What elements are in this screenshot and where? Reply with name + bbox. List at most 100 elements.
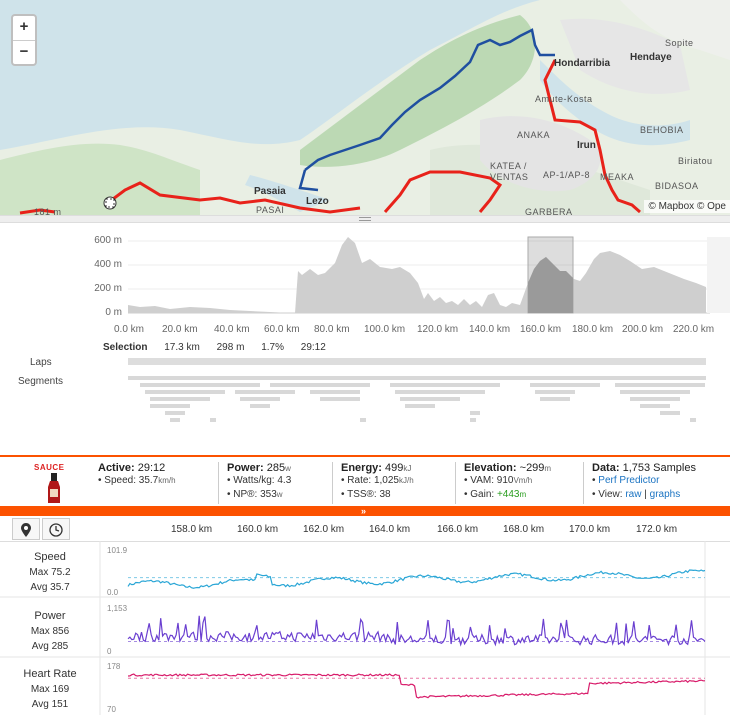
x-tick: 20.0 km (162, 324, 198, 335)
vam-label: VAM: (470, 475, 494, 486)
streams-chart[interactable] (0, 541, 730, 715)
gain-value: +443 (496, 489, 520, 500)
map-label-biriatou: Biriatou (678, 156, 713, 166)
speed-bottom-value: 0.0 (107, 588, 119, 597)
hills (300, 15, 535, 167)
map-label-anaka: ANAKA (517, 130, 551, 140)
time-tick: 170.0 km (569, 524, 611, 535)
segments-track[interactable] (0, 373, 730, 453)
x-tick: 60.0 km (264, 324, 300, 335)
power-bottom-value: 0 (107, 647, 112, 656)
energy-label: Energy: (341, 462, 382, 474)
elevation-chart[interactable] (0, 223, 730, 328)
rate-label: Rate: (347, 475, 372, 486)
tss-value: 38 (379, 489, 391, 500)
perf-predictor-link[interactable]: Perf Predictor (598, 475, 660, 486)
x-tick: 80.0 km (314, 324, 350, 335)
selection-distance: 17.3 km (164, 342, 200, 353)
heartrate-trace (127, 673, 705, 699)
speed-label: Speed: (104, 475, 136, 486)
time-tick: 164.0 km (369, 524, 411, 535)
zoom-in-button[interactable]: + (19, 18, 29, 35)
map-label-hendaye: Hendaye (630, 52, 672, 63)
y-tick-200: 200 m (94, 283, 122, 294)
power-avg: Avg 285 (31, 641, 69, 652)
wkg-value: 4.3 (277, 475, 292, 486)
stat-elevation: Elevation: ~299m • VAM: 910Vm/h • Gain: … (455, 462, 567, 504)
heartrate-avg: Avg 151 (31, 699, 69, 710)
time-tick: 162.0 km (303, 524, 345, 535)
view-label: View: (598, 489, 623, 500)
elevation-unit: m (544, 464, 552, 473)
selection-time: 29:12 (300, 342, 326, 353)
x-tick: 120.0 km (417, 324, 459, 335)
clock-icon (49, 523, 63, 537)
sauce-logo: SAUCE (4, 461, 84, 505)
selection-summary: Selection 17.3 km 298 m 1.7% 29:12 (103, 342, 340, 353)
map-label-peak: 181 m (34, 207, 62, 215)
active-value: 29:12 (137, 462, 166, 474)
power-name: Power (34, 610, 66, 622)
power-value: 285 (266, 462, 286, 474)
np-value: 353 (260, 489, 277, 500)
chevron-down-icon: » (361, 506, 367, 516)
selection-line (298, 28, 555, 192)
power-trace (127, 615, 706, 647)
analysis-panel: 158.0 km 160.0 km 162.0 km 164.0 km 166.… (0, 516, 730, 715)
np-label: NP®: (233, 489, 258, 500)
time-tick: 158.0 km (171, 524, 213, 535)
selection-grade: 1.7% (261, 342, 284, 353)
segments-label: Segments (18, 376, 64, 387)
time-tick: 172.0 km (636, 524, 678, 535)
speed-value: 35.7 (138, 475, 159, 486)
power-top-value: 1,153 (107, 604, 128, 613)
y-tick-600: 600 m (94, 235, 122, 246)
route-map[interactable]: + − Hondarribia Hendaye Sopite Amute-Kos… (0, 0, 730, 215)
map-label-behobia: BEHOBIA (640, 125, 684, 135)
selection-climb: 298 m (216, 342, 245, 353)
heartrate-top-value: 178 (107, 662, 121, 671)
map-resize-handle[interactable] (0, 215, 730, 223)
speed-top-value: 101.9 (107, 546, 128, 555)
map-label-ventas: VENTAS (490, 172, 529, 182)
view-raw-link[interactable]: raw (625, 489, 642, 500)
view-graphs-link[interactable]: graphs (649, 489, 681, 500)
map-label-irun: Irun (577, 140, 596, 151)
speed-avg: Avg 35.7 (30, 582, 70, 593)
power-label: Power: (227, 462, 264, 474)
time-tick: 168.0 km (503, 524, 545, 535)
selection-label: Selection (103, 342, 148, 353)
tss-label: TSS®: (347, 489, 377, 500)
route-line (19, 59, 641, 215)
zoom-out-button[interactable]: − (13, 40, 35, 64)
clock-button[interactable] (42, 518, 70, 540)
active-label: Active: (98, 462, 135, 474)
time-tick: 160.0 km (237, 524, 279, 535)
map-label-katea: KATEA / (490, 161, 527, 171)
energy-unit: kJ (403, 464, 412, 473)
x-tick: 160.0 km (520, 324, 562, 335)
zoom-control: + − (11, 14, 37, 66)
power-max: Max 856 (30, 626, 70, 637)
gain-unit: m (519, 490, 527, 499)
elevation-selection-fill (528, 257, 573, 313)
map-attribution[interactable]: © Mapbox © Ope (644, 200, 730, 213)
sauce-bottle-icon (48, 473, 60, 503)
view-separator: | (644, 489, 647, 500)
speed-max: Max 75.2 (29, 567, 71, 578)
laps-label: Laps (30, 357, 52, 368)
x-tick: 140.0 km (469, 324, 511, 335)
collapse-toggle[interactable]: » (0, 506, 730, 516)
map-label-ap: AP-1/AP-8 (543, 170, 591, 180)
map-label-lezo: Lezo (306, 196, 329, 207)
heartrate-bottom-value: 70 (107, 705, 116, 714)
vam-unit: Vm/h (513, 476, 533, 485)
np-unit: w (276, 490, 283, 499)
laps-bar[interactable] (128, 358, 706, 365)
heartrate-max: Max 169 (30, 684, 70, 695)
sauce-logo-text: SAUCE (34, 463, 65, 472)
vam-value: 910 (496, 475, 514, 486)
map-pin-button[interactable] (12, 518, 40, 540)
map-label-hondarribia: Hondarribia (554, 58, 611, 69)
speed-stream-label: Speed Max 75.2 Avg 35.7 (0, 550, 100, 595)
